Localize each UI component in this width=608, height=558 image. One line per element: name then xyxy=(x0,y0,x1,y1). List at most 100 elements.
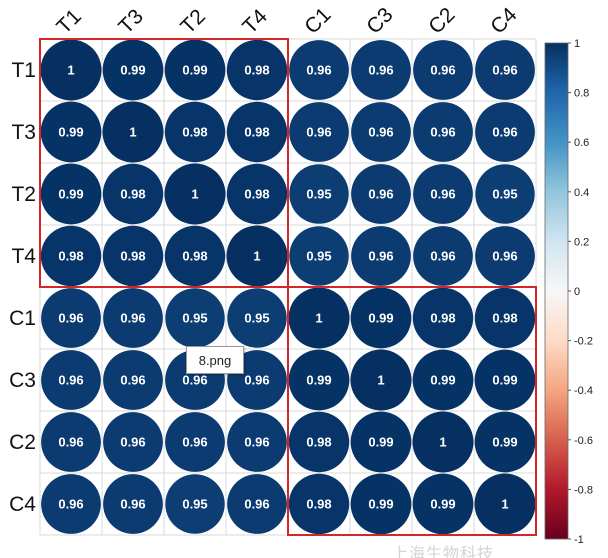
cell-t3-c4-value: 0.96 xyxy=(492,125,517,140)
cell-c2-t2-value: 0.96 xyxy=(182,435,207,450)
legend-tick-label: -0.4 xyxy=(574,385,593,397)
cell-t1-c1-circle xyxy=(289,40,349,100)
column-label-t1: T1 xyxy=(52,5,86,39)
cell-t2-c1-circle xyxy=(289,164,349,224)
row-label-c3: C3 xyxy=(9,369,36,392)
cell-c1-t1-circle xyxy=(41,288,101,348)
cell-t1-t1-circle xyxy=(40,39,102,101)
cell-t1-t3-value: 0.99 xyxy=(120,63,145,78)
row-label-c2: C2 xyxy=(9,431,36,454)
cell-t4-c2-value: 0.96 xyxy=(430,249,455,264)
cluster-box-1 xyxy=(39,38,289,288)
cell-t2-c1-value: 0.95 xyxy=(306,187,331,202)
column-label-c4: C4 xyxy=(486,3,521,38)
cell-c1-c2-circle xyxy=(412,287,474,349)
color-bar xyxy=(544,42,569,540)
legend-tick-label: -1 xyxy=(574,534,584,546)
cell-t3-t4-circle xyxy=(226,101,288,163)
column-labels: T1 T3 T2 T4 C1 C3 C2 C4 xyxy=(52,3,521,38)
cell-c4-c3-circle xyxy=(350,473,412,535)
row-label-c4: C4 xyxy=(9,493,36,516)
cell-c4-c1-value: 0.98 xyxy=(306,497,331,512)
cell-t1-c3-value: 0.96 xyxy=(368,63,393,78)
cell-c2-t1-circle xyxy=(41,412,101,472)
cell-t3-c2-circle xyxy=(413,102,473,162)
column-label-c2: C2 xyxy=(424,3,459,38)
cell-c4-c4-circle xyxy=(474,473,536,535)
cell-c3-t3-circle xyxy=(103,350,163,410)
cell-c1-c3-circle xyxy=(350,287,412,349)
cell-c1-c4-circle xyxy=(474,287,536,349)
cell-t2-c4-circle xyxy=(475,164,535,224)
column-label-c3: C3 xyxy=(362,3,397,38)
cell-c3-c1-value: 0.99 xyxy=(306,373,331,388)
legend-tick-label: 0 xyxy=(574,286,580,298)
cell-c1-c1-circle xyxy=(288,287,350,349)
cell-c4-c1-circle xyxy=(288,473,350,535)
cell-c2-c4-value: 0.99 xyxy=(492,435,517,450)
legend-tick-label: 0.2 xyxy=(574,236,589,248)
cell-t4-c4-value: 0.96 xyxy=(492,249,517,264)
cell-c2-t1-value: 0.96 xyxy=(58,435,83,450)
cell-c2-c2-circle xyxy=(412,411,474,473)
cell-t2-t3-circle xyxy=(102,163,164,225)
cell-c4-c4-value: 1 xyxy=(501,497,508,512)
cell-c1-t4-value: 0.95 xyxy=(244,311,269,326)
cell-t1-c4-value: 0.96 xyxy=(492,63,517,78)
cell-t4-t3-value: 0.98 xyxy=(120,249,145,264)
cell-t3-t1-value: 0.99 xyxy=(58,125,83,140)
cell-t1-t1-value: 1 xyxy=(67,63,74,78)
cell-c3-t3-value: 0.96 xyxy=(120,373,145,388)
cell-t1-c2-value: 0.96 xyxy=(430,63,455,78)
cell-c3-c3-circle xyxy=(350,349,412,411)
cell-c3-c4-value: 0.99 xyxy=(492,373,517,388)
cell-c4-t3-circle xyxy=(103,474,163,534)
column-label-t2: T2 xyxy=(176,5,210,39)
cell-t2-t1-circle xyxy=(40,163,102,225)
cell-c4-t4-circle xyxy=(227,474,287,534)
legend-tick-label: -0.8 xyxy=(574,484,593,496)
cell-c3-c3-value: 1 xyxy=(377,373,384,388)
cell-t2-c2-circle xyxy=(413,164,473,224)
legend-tick-label: -0.6 xyxy=(574,435,593,447)
cell-c1-t3-value: 0.96 xyxy=(120,311,145,326)
cell-t4-t3-circle xyxy=(102,225,164,287)
cell-t4-c2-circle xyxy=(413,226,473,286)
cell-t3-c4-circle xyxy=(475,102,535,162)
cell-c1-t2-circle xyxy=(165,288,225,348)
cell-t3-t3-value: 1 xyxy=(129,125,136,140)
cell-c2-c4-circle xyxy=(474,411,536,473)
cluster-boxes xyxy=(39,38,537,536)
cell-c4-t1-value: 0.96 xyxy=(58,497,83,512)
cell-t3-c3-value: 0.96 xyxy=(368,125,393,140)
cell-c3-c4-circle xyxy=(474,349,536,411)
cell-t1-t4-circle xyxy=(226,39,288,101)
cell-c1-c4-value: 0.98 xyxy=(492,311,517,326)
cell-t4-c3-value: 0.96 xyxy=(368,249,393,264)
cell-t4-c1-circle xyxy=(289,226,349,286)
cell-t2-t4-value: 0.98 xyxy=(244,187,269,202)
cell-c2-c3-value: 0.99 xyxy=(368,435,393,450)
cell-t2-c4-value: 0.95 xyxy=(492,187,517,202)
cell-t1-t2-circle xyxy=(164,39,226,101)
row-label-t2: T2 xyxy=(11,183,36,206)
legend-tick-label: 0.8 xyxy=(574,88,589,100)
column-label-t3: T3 xyxy=(114,5,148,39)
cell-t2-t3-value: 0.98 xyxy=(120,187,145,202)
cell-c2-c1-value: 0.98 xyxy=(306,435,331,450)
column-label-c1: C1 xyxy=(300,3,335,38)
cell-c1-c1-value: 1 xyxy=(315,311,322,326)
row-label-c1: C1 xyxy=(9,307,36,330)
cell-c3-t2-value: 0.96 xyxy=(182,373,207,388)
cell-c3-t4-value: 0.96 xyxy=(244,373,269,388)
cell-c2-c3-circle xyxy=(350,411,412,473)
cell-t4-t1-circle xyxy=(40,225,102,287)
cell-t3-c3-circle xyxy=(351,102,411,162)
color-legend: 1 0.8 0.6 0.4 0.2 0 -0.2 -0.4 -0.6 -0.8 -1 xyxy=(544,38,593,546)
cell-t2-t2-circle xyxy=(164,163,226,225)
cluster-box-2 xyxy=(287,286,537,536)
cell-t3-t4-value: 0.98 xyxy=(244,125,269,140)
cell-c3-c2-value: 0.99 xyxy=(430,373,455,388)
cell-t2-t1-value: 0.99 xyxy=(58,187,83,202)
